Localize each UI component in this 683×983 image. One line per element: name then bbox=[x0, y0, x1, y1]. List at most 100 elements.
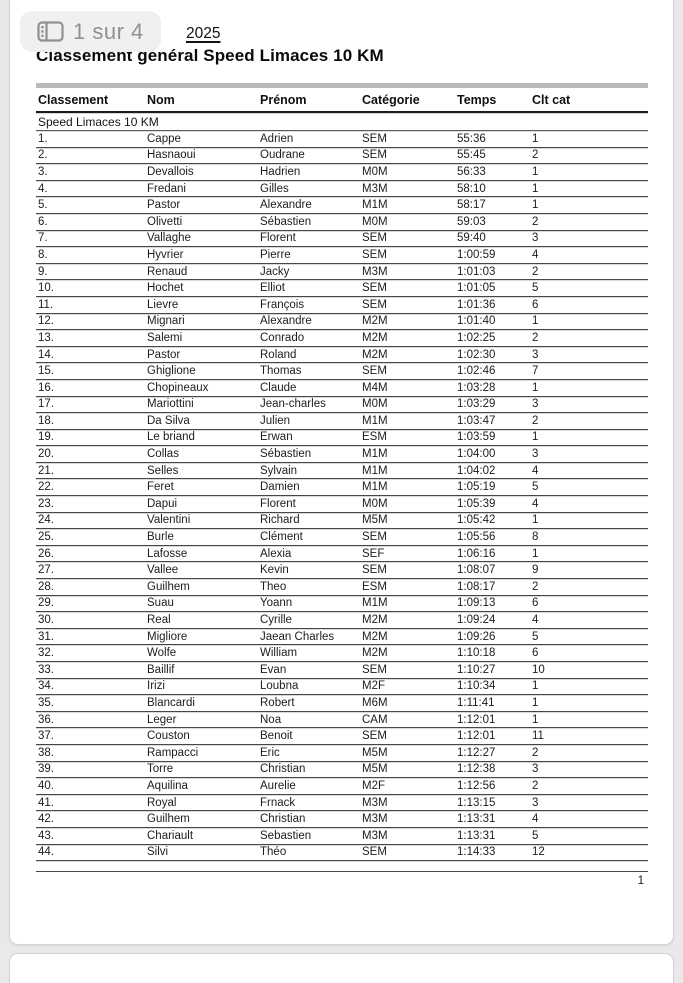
page-indicator-badge[interactable]: 1 sur 4 bbox=[20, 11, 161, 52]
table-cell: M2M bbox=[360, 330, 455, 347]
table-cell: Theo bbox=[258, 579, 360, 596]
table-cell: 59:40 bbox=[455, 231, 530, 248]
table-cell: 42. bbox=[36, 811, 145, 828]
table-cell: 1:05:19 bbox=[455, 479, 530, 497]
table-cell: 1 bbox=[530, 712, 648, 729]
table-cell: 5 bbox=[530, 828, 648, 845]
table-cell: M1M bbox=[360, 413, 455, 430]
table-cell: Jacky bbox=[258, 264, 360, 281]
table-cell: Frnack bbox=[258, 795, 360, 812]
table-cell: 11 bbox=[530, 728, 648, 745]
table-cell: 36. bbox=[36, 712, 145, 729]
table-cell: Le briand bbox=[145, 430, 258, 447]
table-cell: 1:01:36 bbox=[455, 297, 530, 314]
table-cell: Gilles bbox=[258, 181, 360, 198]
table-cell: Lafosse bbox=[145, 546, 258, 563]
table-cell: M0M bbox=[360, 397, 455, 414]
table-cell: 1:12:01 bbox=[455, 728, 530, 745]
table-cell: 6 bbox=[530, 297, 648, 314]
table-cell: 8. bbox=[36, 247, 145, 264]
table-cell: Richard bbox=[258, 513, 360, 530]
table-cell: 1:13:31 bbox=[455, 811, 530, 828]
table-cell: 32. bbox=[36, 645, 145, 662]
table-cell: Christian bbox=[258, 762, 360, 779]
table-cell: 43. bbox=[36, 828, 145, 845]
table-cell: Rampacci bbox=[145, 745, 258, 762]
table-row: 40. Aquilina Aurelie M2F 1:12:56 2 bbox=[36, 778, 648, 795]
table-cell: Florent bbox=[258, 231, 360, 248]
table-cell: 55:45 bbox=[455, 148, 530, 165]
table-cell: M5M bbox=[360, 762, 455, 779]
table-row: 18. Da Silva Julien M1M 1:03:47 2 bbox=[36, 413, 648, 430]
table-cell: Salemi bbox=[145, 330, 258, 347]
table-cell: 5 bbox=[530, 629, 648, 646]
table-cell: 55:36 bbox=[455, 131, 530, 148]
table-cell: Burle bbox=[145, 529, 258, 546]
table-row: 38. Rampacci Eric M5M 1:12:27 2 bbox=[36, 745, 648, 762]
table-cell: 2 bbox=[530, 214, 648, 231]
table-cell: 35. bbox=[36, 695, 145, 712]
table-cell: M2F bbox=[360, 679, 455, 696]
table-cell: Leger bbox=[145, 712, 258, 729]
table-cell: SEM bbox=[360, 562, 455, 580]
table-cell: 1:06:16 bbox=[455, 546, 530, 563]
table-cell: 4 bbox=[530, 247, 648, 264]
table-cell: 1:05:39 bbox=[455, 496, 530, 513]
table-row: 7. Vallaghe Florent SEM 59:40 3 bbox=[36, 231, 648, 248]
table-cell: 34. bbox=[36, 679, 145, 696]
table-cell: 1:14:33 bbox=[455, 845, 530, 862]
table-cell: Chopineaux bbox=[145, 380, 258, 397]
table-cell: 56:33 bbox=[455, 164, 530, 181]
table-cell: Renaud bbox=[145, 264, 258, 281]
table-cell: Dapui bbox=[145, 496, 258, 513]
table-cell: 3 bbox=[530, 397, 648, 414]
table-cell: 1 bbox=[530, 197, 648, 214]
table-cell: 2 bbox=[530, 413, 648, 430]
table-cell: 1:10:27 bbox=[455, 662, 530, 679]
table-cell: Olivetti bbox=[145, 214, 258, 231]
table-cell: Claude bbox=[258, 380, 360, 397]
table-cell: 1:02:25 bbox=[455, 330, 530, 347]
table-cell: Real bbox=[145, 612, 258, 629]
table-cell: Damien bbox=[258, 479, 360, 497]
table-cell: SEM bbox=[360, 728, 455, 745]
table-cell: M4M bbox=[360, 380, 455, 397]
table-row: 25. Burle Clément SEM 1:05:56 8 bbox=[36, 529, 648, 546]
table-cell: Noa bbox=[258, 712, 360, 729]
table-cell: 7 bbox=[530, 363, 648, 380]
table-cell: Jaean Charles bbox=[258, 629, 360, 646]
table-cell: 1:01:40 bbox=[455, 314, 530, 331]
table-cell: M2M bbox=[360, 347, 455, 364]
table-cell: Valentini bbox=[145, 513, 258, 530]
table-cell: Sébastien bbox=[258, 446, 360, 463]
table-cell: 1:12:01 bbox=[455, 712, 530, 729]
table-row: 14. Pastor Roland M2M 1:02:30 3 bbox=[36, 347, 648, 364]
table-cell: M1M bbox=[360, 596, 455, 613]
table-row: 32. Wolfe William M2M 1:10:18 6 bbox=[36, 645, 648, 662]
table-cell: 3 bbox=[530, 762, 648, 779]
results-table: Classement Nom Prénom Catégorie Temps Clt cat… bbox=[36, 83, 648, 887]
table-row: 12. Mignari Alexandre M2M 1:01:40 1 bbox=[36, 314, 648, 331]
table-cell: 16. bbox=[36, 380, 145, 397]
table-cell: 1:03:29 bbox=[455, 397, 530, 414]
table-cell: Adrien bbox=[258, 131, 360, 148]
table-cell: Feret bbox=[145, 479, 258, 497]
table-cell: 1 bbox=[530, 131, 648, 148]
table-cell: 26. bbox=[36, 546, 145, 563]
table-cell: Elliot bbox=[258, 280, 360, 297]
table-cell: 1:01:05 bbox=[455, 280, 530, 297]
table-cell: Wolfe bbox=[145, 645, 258, 662]
table-cell: Blancardi bbox=[145, 695, 258, 712]
table-cell: Hadrien bbox=[258, 164, 360, 181]
table-cell: William bbox=[258, 645, 360, 662]
table-cell: SEF bbox=[360, 546, 455, 563]
table-cell: Baillif bbox=[145, 662, 258, 679]
table-cell: SEM bbox=[360, 247, 455, 264]
page-thumbnails-icon bbox=[37, 21, 64, 42]
table-cell: 11. bbox=[36, 297, 145, 314]
table-cell: Irizi bbox=[145, 679, 258, 696]
table-cell: 12. bbox=[36, 314, 145, 331]
table-cell: 20. bbox=[36, 446, 145, 463]
table-cell: 22. bbox=[36, 479, 145, 497]
table-cell: SEM bbox=[360, 231, 455, 248]
